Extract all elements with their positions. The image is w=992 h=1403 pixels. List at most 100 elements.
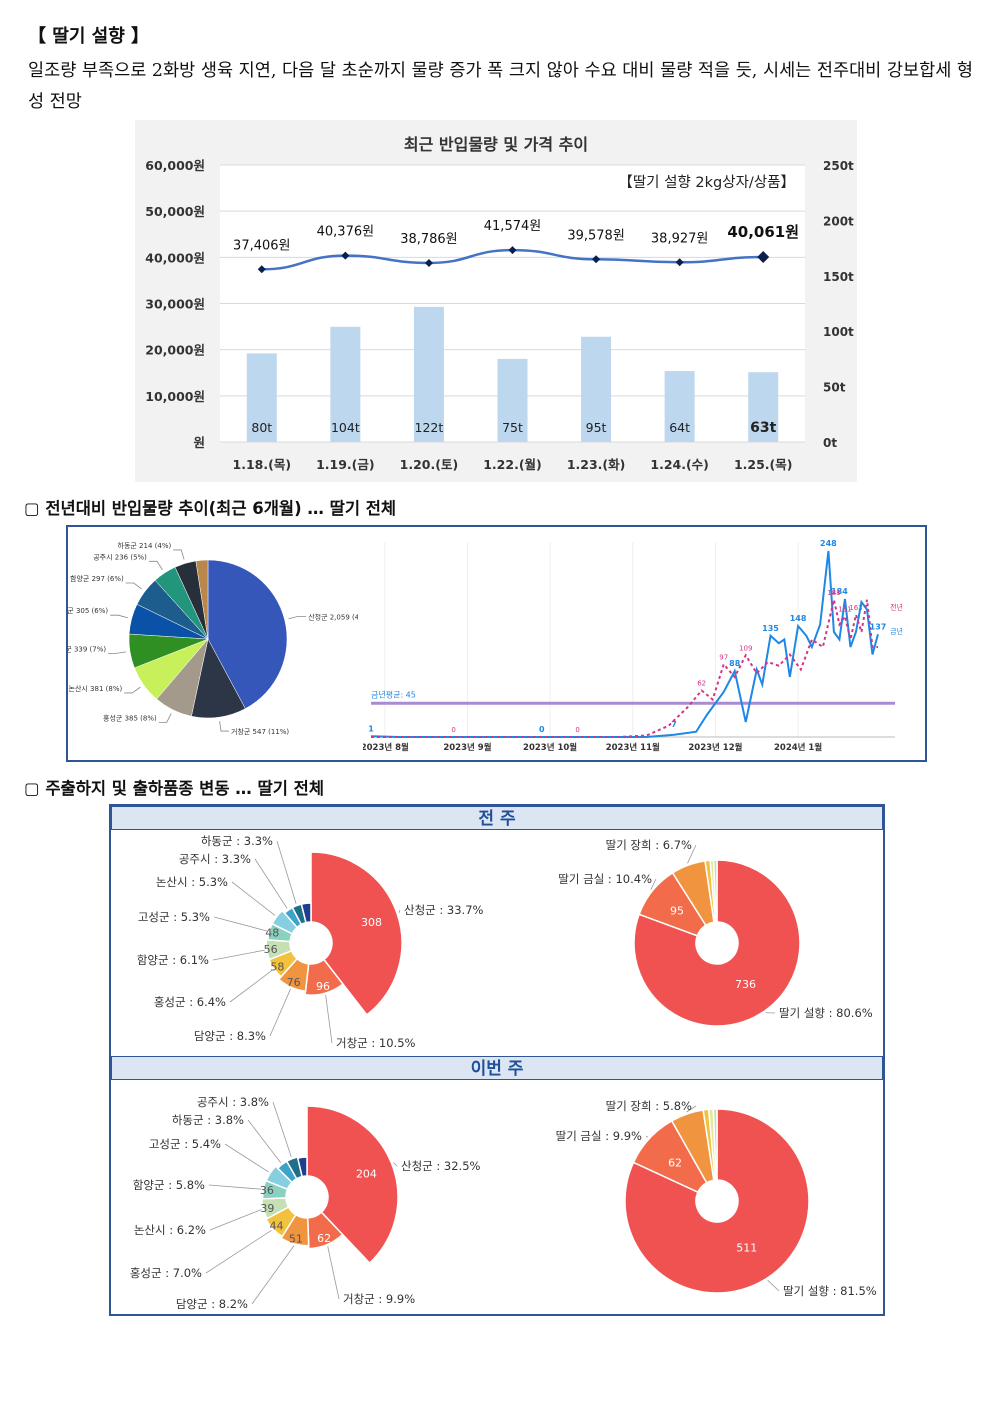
pie-slice xyxy=(300,902,312,924)
bar xyxy=(581,336,612,442)
slice-value: 51 xyxy=(289,1232,303,1245)
prev-week-variety-donut: 736 딸기 설향 : 80.6% 95 딸기 금실 : 10.4% 딸기 장희 : 6… xyxy=(558,838,873,1027)
slice-label: 딸기 장희 : 6.7% xyxy=(606,838,692,852)
leader-line xyxy=(645,1135,649,1138)
prev-week-region-donut: 308 산청군 : 33.7% 96 거창군 : 10.5% 76 담양군 : 8.3% 5… xyxy=(137,834,484,1050)
left-tick-label: 50,000원 xyxy=(145,204,205,219)
price-label: 40,376원 xyxy=(317,225,374,240)
leader-line xyxy=(272,1101,292,1157)
x-tick-label: 2023년 11월 xyxy=(606,742,660,753)
leader-line xyxy=(110,614,128,619)
point-label: 163 xyxy=(849,604,862,612)
this-week-band: 이번 주 xyxy=(111,1056,883,1080)
slice-value: 76 xyxy=(287,976,301,989)
slice-label: 하동군 : 3.8% xyxy=(172,1113,244,1127)
leader-line xyxy=(767,1279,780,1292)
point-label: 88 xyxy=(729,659,741,668)
bar-label: 63t xyxy=(750,420,776,436)
slice-label: 공주시 : 3.8% xyxy=(197,1095,269,1109)
right-tick-label: 0t xyxy=(823,436,837,450)
pie-slice xyxy=(624,1108,810,1294)
price-label: 39,578원 xyxy=(567,228,624,243)
slice-value: 511 xyxy=(736,1242,757,1255)
pie-slice xyxy=(296,1156,308,1178)
slice-label: 논산시 381 (8%) xyxy=(69,684,123,693)
slice-label: 하동군 214 (4%) xyxy=(118,541,172,550)
slice-label: 공주시 : 3.3% xyxy=(179,852,251,866)
slice-label: 고성군 : 5.3% xyxy=(138,910,210,924)
slice-label: 고성군 305 (6%) xyxy=(68,606,108,615)
leader-line xyxy=(219,721,230,732)
recent-price-chart: 최근 반입물량 및 가격 추이원 10,000원 20,000원 30,000원 40,… xyxy=(145,135,854,472)
slice-label: 딸기 장희 : 5.8% xyxy=(606,1099,692,1113)
slice-label: 거창군 547 (11%) xyxy=(231,727,289,736)
leader-line xyxy=(288,615,307,620)
leader-line xyxy=(254,858,288,909)
legend-last-year: 전년 xyxy=(890,603,903,612)
slice-label: 담양군 339 (7%) xyxy=(68,644,106,653)
pie-slice xyxy=(304,958,345,996)
slice-label: 홍성군 385 (8%) xyxy=(103,713,157,722)
leader-line xyxy=(276,840,297,904)
point-label: 1 xyxy=(368,724,374,733)
bar-label: 95t xyxy=(586,420,607,435)
slice-label: 담양군 : 8.2% xyxy=(176,1297,248,1311)
point-label: 184 xyxy=(831,587,848,596)
leader-line xyxy=(212,949,265,961)
slice-value: 95 xyxy=(670,905,684,918)
price-label: 38,786원 xyxy=(400,232,457,247)
leader-line xyxy=(125,582,142,590)
leader-line xyxy=(687,844,697,864)
point-label: 62 xyxy=(697,680,706,688)
leader-line xyxy=(148,560,163,570)
x-tick-label: 1.20.(토) xyxy=(400,457,459,472)
slice-label: 홍성군 : 7.0% xyxy=(130,1266,202,1280)
point-label: 183 xyxy=(827,589,840,597)
price-label: 38,927원 xyxy=(651,231,708,246)
price-point xyxy=(592,255,601,264)
slice-label: 산청군 2,059 (42%) xyxy=(308,612,358,621)
left-tick-label: 60,000원 xyxy=(145,158,205,173)
slice-value: 62 xyxy=(668,1156,682,1169)
pie-slice xyxy=(712,859,718,923)
x-tick-label: 2023년 12월 xyxy=(688,742,742,753)
this-year-line xyxy=(370,550,879,738)
pie-slice xyxy=(277,957,310,992)
leader-line xyxy=(158,713,172,723)
price-label: 37,406원 xyxy=(233,238,290,253)
leader-line xyxy=(224,1143,269,1173)
pie-slice xyxy=(633,859,801,1027)
bar-label: 75t xyxy=(502,420,523,435)
slice-value: 58 xyxy=(270,961,284,974)
slice-label: 홍성군 : 6.4% xyxy=(154,995,226,1009)
point-label: 161 xyxy=(838,605,851,613)
left-tick-label: 원 xyxy=(193,435,205,450)
x-tick-label: 1.23.(화) xyxy=(567,457,626,472)
slice-label: 함양군 : 6.1% xyxy=(137,953,209,967)
average-label: 금년평균: 45 xyxy=(371,689,416,699)
point-label: 135 xyxy=(762,624,779,633)
slice-label: 논산시 : 6.2% xyxy=(134,1223,206,1237)
slice-label: 하동군 : 3.3% xyxy=(201,834,273,848)
slice-label: 거창군 : 10.5% xyxy=(336,1036,416,1050)
leader-line xyxy=(108,651,127,654)
leader-line xyxy=(209,1209,262,1231)
bar xyxy=(497,358,528,442)
right-tick-label: 200t xyxy=(823,214,854,228)
leader-line xyxy=(269,988,291,1037)
price-point xyxy=(424,258,433,267)
bar-label: 80t xyxy=(251,420,272,435)
point-label: 248 xyxy=(820,539,837,548)
point-label: 7 xyxy=(671,720,677,729)
slice-value: 48 xyxy=(265,926,279,939)
left-tick-label: 10,000원 xyxy=(145,389,205,404)
leader-line xyxy=(247,1119,282,1164)
point-label: 0 xyxy=(539,725,545,734)
this-week-region-donut: 204 산청군 : 32.5% 62 거창군 : 9.9% 51 담양군 : 8.2% 44… xyxy=(130,1095,481,1311)
point-label: 0 xyxy=(451,726,455,734)
point-label: 148 xyxy=(790,614,807,623)
slice-value: 56 xyxy=(264,943,278,956)
x-tick-label: 2023년 9월 xyxy=(443,742,491,753)
leader-line xyxy=(398,909,401,913)
legend-this-year: 금년 xyxy=(890,627,903,636)
